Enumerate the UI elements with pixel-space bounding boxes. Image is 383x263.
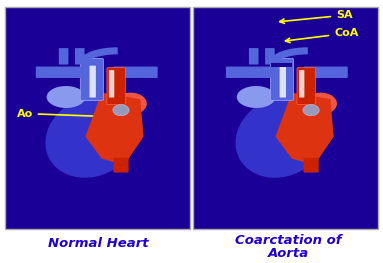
Ellipse shape (237, 86, 275, 108)
FancyBboxPatch shape (226, 67, 273, 78)
FancyBboxPatch shape (80, 58, 103, 100)
Ellipse shape (304, 93, 337, 115)
FancyBboxPatch shape (59, 48, 69, 64)
FancyBboxPatch shape (113, 158, 129, 173)
Ellipse shape (45, 95, 138, 178)
Text: CoA: CoA (285, 28, 358, 43)
FancyBboxPatch shape (297, 68, 316, 104)
Text: Ao: Ao (16, 109, 101, 119)
Text: Aorta: Aorta (268, 247, 309, 260)
FancyBboxPatch shape (271, 63, 292, 67)
FancyBboxPatch shape (303, 158, 319, 173)
FancyBboxPatch shape (36, 67, 83, 78)
Circle shape (303, 105, 319, 116)
FancyBboxPatch shape (109, 70, 114, 98)
Circle shape (113, 105, 129, 116)
FancyBboxPatch shape (107, 68, 125, 104)
Polygon shape (275, 93, 334, 165)
FancyBboxPatch shape (303, 67, 348, 78)
FancyBboxPatch shape (299, 70, 304, 98)
FancyBboxPatch shape (193, 7, 378, 229)
FancyBboxPatch shape (265, 48, 275, 64)
Ellipse shape (115, 93, 147, 115)
FancyBboxPatch shape (75, 48, 85, 64)
FancyBboxPatch shape (270, 58, 294, 100)
FancyBboxPatch shape (90, 66, 96, 98)
Ellipse shape (47, 86, 85, 108)
Polygon shape (85, 93, 144, 165)
Ellipse shape (236, 95, 329, 178)
FancyBboxPatch shape (5, 7, 190, 229)
FancyBboxPatch shape (280, 66, 286, 98)
Text: AV: AV (293, 119, 316, 133)
Text: SA: SA (280, 10, 353, 23)
Text: Normal Heart: Normal Heart (48, 237, 149, 250)
Text: Coarctation of: Coarctation of (235, 234, 342, 247)
FancyBboxPatch shape (249, 48, 259, 64)
FancyBboxPatch shape (113, 67, 158, 78)
